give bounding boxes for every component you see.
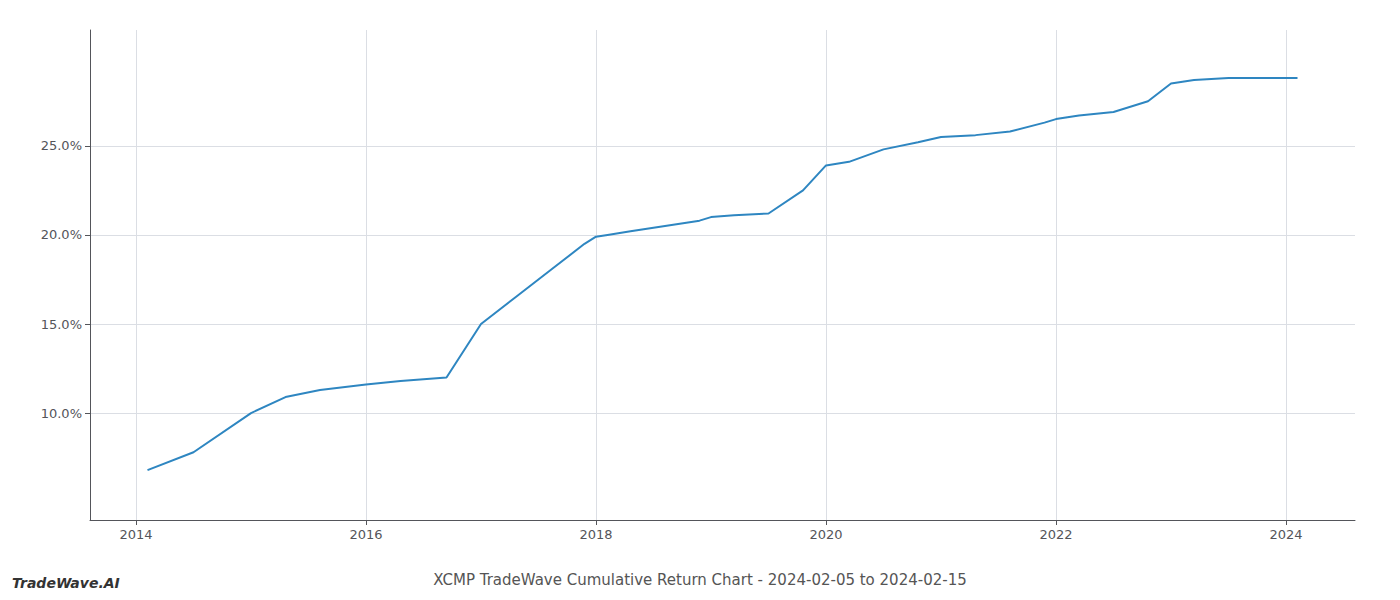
svg-text:10.0%: 10.0%: [41, 406, 82, 421]
svg-text:25.0%: 25.0%: [41, 138, 82, 153]
svg-text:2018: 2018: [579, 527, 612, 542]
svg-text:2014: 2014: [119, 527, 152, 542]
svg-text:XCMP TradeWave Cumulative Retu: XCMP TradeWave Cumulative Return Chart -…: [433, 571, 966, 589]
svg-text:TradeWave.AI: TradeWave.AI: [12, 575, 120, 591]
svg-text:2020: 2020: [809, 527, 842, 542]
svg-text:20.0%: 20.0%: [41, 227, 82, 242]
svg-text:2024: 2024: [1269, 527, 1302, 542]
svg-text:2022: 2022: [1039, 527, 1072, 542]
svg-text:2016: 2016: [349, 527, 382, 542]
svg-text:15.0%: 15.0%: [41, 317, 82, 332]
